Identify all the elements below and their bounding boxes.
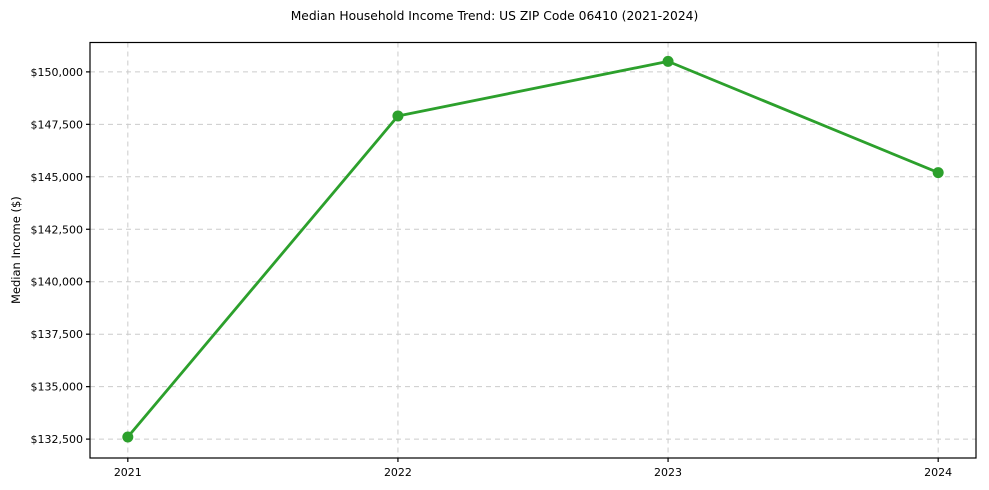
y-tick-label: $140,000 — [31, 276, 84, 289]
x-tick-label: 2023 — [654, 466, 682, 479]
y-tick-label: $150,000 — [31, 66, 84, 79]
x-tick-label: 2024 — [924, 466, 952, 479]
x-tick-label: 2022 — [384, 466, 412, 479]
plot-border — [89, 41, 977, 459]
y-tick-label: $145,000 — [31, 171, 84, 184]
data-point — [932, 167, 944, 179]
data-point — [122, 431, 134, 443]
y-tick-label: $147,500 — [31, 118, 84, 131]
y-tick-label: $142,500 — [31, 223, 84, 236]
y-tick-label: $137,500 — [31, 328, 84, 341]
data-point — [662, 55, 674, 67]
y-tick-label: $132,500 — [31, 433, 84, 446]
y-tick-label: $135,000 — [31, 381, 84, 394]
chart-title: Median Household Income Trend: US ZIP Co… — [290, 9, 699, 23]
x-tick-label: 2021 — [114, 466, 142, 479]
data-line — [126, 59, 940, 439]
data-point — [392, 110, 404, 122]
